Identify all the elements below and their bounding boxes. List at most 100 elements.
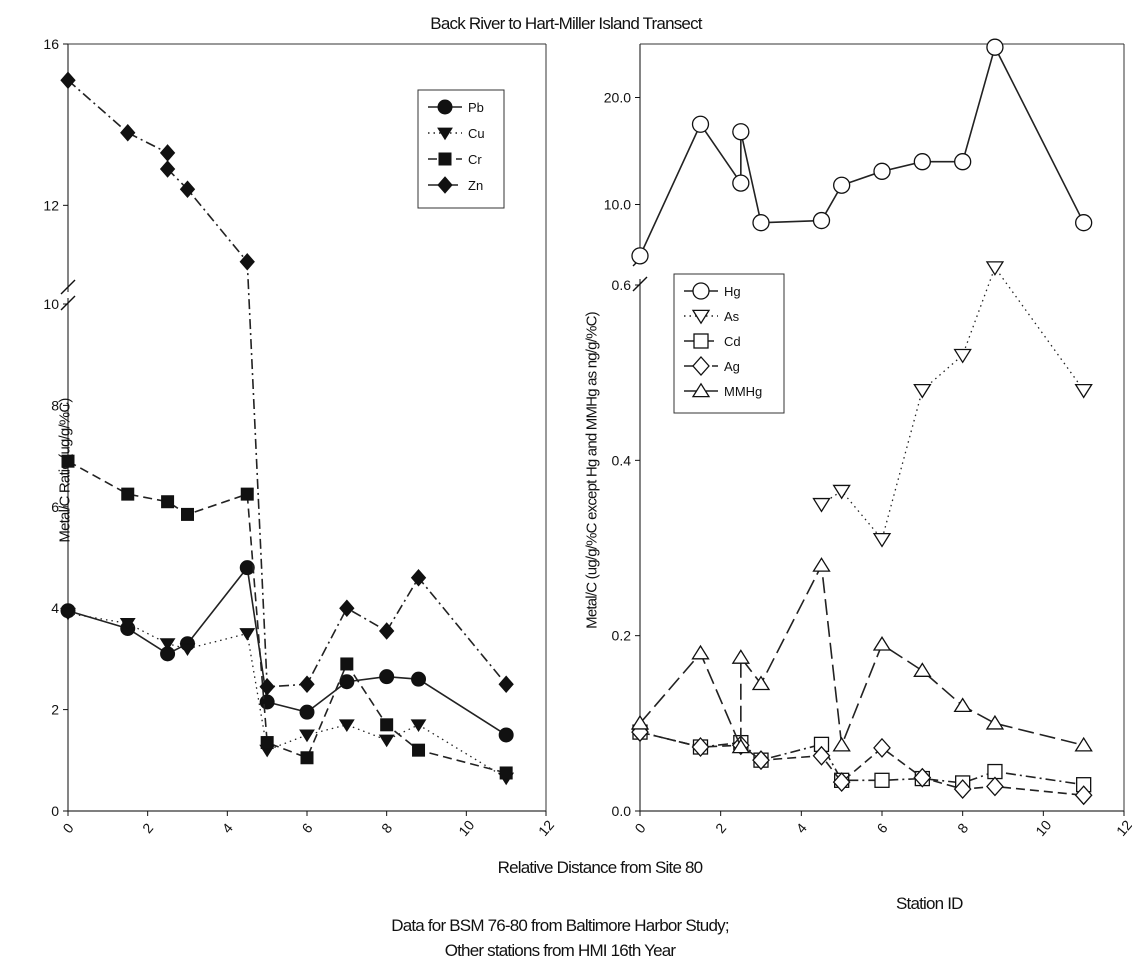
panel1-series-cr-point bbox=[161, 495, 175, 509]
panel2-series-mmhg-point bbox=[731, 649, 751, 664]
panel1-series-cu-point bbox=[179, 643, 196, 657]
panel2-y-tick-label: 0.6 bbox=[612, 277, 632, 293]
panel1-series-cr-point bbox=[181, 507, 194, 521]
panel2-series-hg-point bbox=[752, 214, 770, 232]
panel1-series-cu-point bbox=[338, 719, 355, 733]
panel1-y-tick-label: 2 bbox=[51, 702, 59, 718]
x-axis-label: Relative Distance from Site 80 bbox=[497, 858, 703, 877]
panel2-legend-marker-mmhg bbox=[691, 382, 711, 398]
panel2-series-as-point bbox=[872, 532, 892, 548]
panel1-legend-marker-zn bbox=[437, 176, 453, 194]
panel2-x-tick-label: 0 bbox=[631, 820, 648, 836]
panel2-series-hg-point bbox=[691, 115, 710, 133]
panel1-series-cr-point bbox=[412, 743, 426, 757]
panel1-series-pb-point bbox=[339, 674, 355, 690]
panel2-x-tick-label: 2 bbox=[712, 820, 729, 836]
panel1-y-tick-label: 12 bbox=[43, 197, 59, 213]
panel2-legend-marker-hg bbox=[692, 282, 710, 300]
panel2-series-mmhg-point bbox=[1074, 736, 1093, 752]
panel1-series-pb-point bbox=[239, 560, 255, 576]
panel2-y-tick-label: 0.2 bbox=[612, 628, 632, 644]
panel1-legend-marker-cr bbox=[438, 152, 452, 166]
panel2-x-tick-label: 10 bbox=[1032, 817, 1054, 839]
panel1-legend-label-pb: Pb bbox=[468, 100, 484, 115]
panel2-y-tick-label: 20.0 bbox=[604, 90, 631, 106]
panel2-y-tick-label: 10.0 bbox=[604, 197, 631, 213]
panel2-series-hg-point bbox=[833, 176, 851, 194]
panel2-series-as-point bbox=[953, 348, 972, 364]
panel2-series-as-point bbox=[832, 484, 851, 500]
panel2-legend-box bbox=[673, 273, 785, 414]
panel2-series-hg-point bbox=[732, 123, 750, 141]
panel2-series-cd-point bbox=[874, 772, 890, 788]
panel2-series-as-point bbox=[913, 383, 932, 399]
panel1-series-pb-point bbox=[498, 727, 514, 743]
panel1-series-zn-point bbox=[339, 599, 355, 617]
panel1-series-cu-point bbox=[378, 734, 395, 748]
panel1-series-cu-point bbox=[119, 618, 136, 631]
panel2-series-as-point bbox=[1074, 383, 1093, 399]
panel1-series-zn-point bbox=[410, 569, 427, 587]
panel1-series-zn-point bbox=[159, 144, 176, 162]
panel2-x-tick-label: 12 bbox=[1113, 817, 1132, 839]
panel2-legend-marker-as bbox=[691, 309, 711, 325]
panel1-axis-break-mark bbox=[60, 279, 76, 295]
panel2-series-mmhg-point bbox=[630, 714, 650, 730]
panel1-y-tick-label: 6 bbox=[51, 499, 59, 515]
panel1-series-cr-point bbox=[240, 487, 254, 501]
panel2-series-ag-point bbox=[1074, 785, 1093, 806]
panel2-series-hg-point bbox=[732, 174, 750, 192]
panel1-x-tick-label: 12 bbox=[535, 817, 557, 839]
panel1-series-cu-line bbox=[67, 612, 507, 779]
panel1-legend-label-cr: Cr bbox=[468, 152, 482, 167]
panel2-series-hg-line bbox=[639, 45, 1085, 257]
panel1-legend-label-zn: Zn bbox=[468, 178, 483, 193]
panel1-y-tick-label: 4 bbox=[51, 600, 59, 616]
panel1-y-tick-label: 0 bbox=[51, 803, 59, 819]
station-id-label: Station ID bbox=[896, 894, 963, 913]
panel2-series-ag-point bbox=[953, 779, 972, 800]
panel1-series-zn-point bbox=[159, 160, 176, 178]
panel1-series-cr-line bbox=[67, 460, 507, 774]
panel1-series-pb-point bbox=[259, 694, 275, 710]
panel1-series-pb-line bbox=[67, 565, 507, 736]
panel2-legend-label-mmhg: MMHg bbox=[724, 384, 762, 399]
panel2-legend-label-cd: Cd bbox=[724, 334, 741, 349]
panel2-y-tick-label: 0.4 bbox=[612, 452, 632, 468]
panel2-series-mmhg-point bbox=[691, 644, 710, 660]
panel2-legend-marker-cd bbox=[693, 333, 709, 349]
panel1-series-cr-point bbox=[61, 454, 75, 468]
panel1-series-cu-point bbox=[159, 638, 176, 651]
panel2-legend-label-as: As bbox=[724, 309, 740, 324]
panel1-series-zn-point bbox=[498, 675, 514, 694]
panel2-series-ag-point bbox=[752, 750, 770, 771]
panel1-legend-marker-pb bbox=[437, 99, 453, 115]
panel2-series-ag-point bbox=[832, 772, 851, 793]
panel2-series-mmhg-point bbox=[953, 697, 972, 713]
panel1-series-cr-point bbox=[340, 657, 354, 671]
panel2-legend-marker-ag bbox=[692, 356, 710, 376]
panel2-series-hg-point bbox=[913, 153, 931, 171]
panel1-series-pb-point bbox=[299, 704, 315, 720]
panel1-legend-label-cu: Cu bbox=[468, 126, 485, 141]
panel2-series-as-point bbox=[812, 497, 831, 513]
panel2-series-mmhg-point bbox=[872, 636, 892, 651]
panel2-series-ag-point bbox=[691, 737, 710, 757]
panel1-series-pb-point bbox=[379, 669, 395, 685]
panel1-series-cr-point bbox=[300, 751, 314, 765]
panel1-series-cr-point bbox=[260, 736, 274, 750]
panel1-series-zn-point bbox=[179, 180, 196, 198]
panel1-series-zn-line bbox=[67, 79, 507, 688]
panel2-series-hg-point bbox=[812, 211, 831, 230]
panel1-series-cr-point bbox=[380, 718, 394, 732]
panel2-series-mmhg-point bbox=[751, 675, 771, 691]
panel1-x-tick-label: 10 bbox=[455, 817, 477, 839]
left-y-axis-label: Metal/C Ratio (ug/g/%C) bbox=[56, 398, 74, 543]
panel1-axis-break-mark bbox=[60, 295, 76, 311]
panel2-series-mmhg-point bbox=[731, 738, 751, 754]
panel1-series-cu-point bbox=[60, 607, 76, 621]
panel1-series-zn-point bbox=[239, 253, 255, 271]
panel1-series-pb-point bbox=[411, 671, 427, 687]
panel1-x-tick-label: 6 bbox=[298, 820, 315, 836]
